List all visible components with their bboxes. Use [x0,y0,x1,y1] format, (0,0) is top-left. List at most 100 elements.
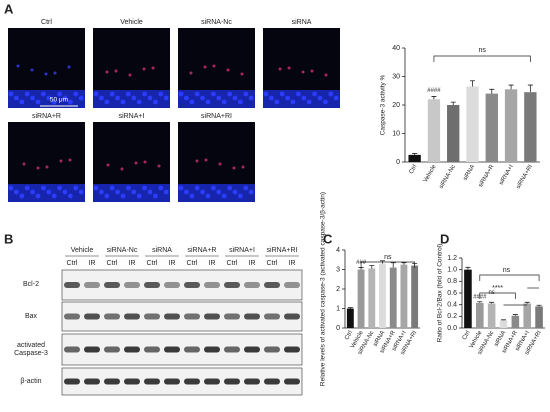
blot-group: siRNA-Nc [107,247,138,254]
band [164,313,180,320]
nucleus [8,91,14,97]
nucleus [51,193,57,199]
nucleus [205,99,211,105]
nucleus [301,95,307,101]
nucleus [35,193,41,199]
error-bar [489,88,495,94]
nucleus [184,95,189,101]
blot-row-label: activated Caspase-3 [14,341,48,357]
blot-strip [61,301,303,332]
bar [487,303,496,328]
bracket [479,292,516,299]
nucleus [221,99,227,105]
band [184,313,200,320]
nucleus [131,95,137,101]
nucleus [238,193,243,199]
nucleus [8,185,14,191]
blot-condition: IR [289,260,296,267]
signal [68,158,72,162]
band [184,282,200,288]
nucleus [104,99,110,105]
band [224,378,240,385]
nucleus [189,193,195,199]
nucleus [317,95,323,101]
band [244,378,260,385]
band [64,313,80,320]
panel-letter: C [323,231,333,246]
bar [357,269,365,328]
signal [120,167,124,171]
nucleus [211,185,216,191]
band [224,313,240,320]
nucleus [290,99,296,105]
band [64,346,80,353]
nucleus [136,193,142,199]
band [224,346,240,353]
annotation: #### [427,88,441,94]
signal [105,70,109,74]
y-tick-label: 0.4 [447,302,457,309]
nucleus [163,95,169,101]
nucleus [104,193,110,199]
band [164,346,180,353]
blot-condition: IR [129,260,136,267]
error-bar [470,80,475,87]
nucleus [147,189,153,195]
y-tick-label: 1 [336,305,340,312]
nucleus [216,95,222,101]
nucleus [184,189,189,195]
y-axis-label: Ratio of Bcl-2/Bax (fold of Control) [437,244,444,343]
nucleus [189,99,195,105]
nucleus [227,91,233,97]
nucleus [57,91,62,97]
y-tick-label: 2 [336,286,340,293]
bar [389,267,397,328]
signal [128,73,132,77]
blot-row-label: Bcl-2 [23,281,39,288]
band [164,282,180,288]
image-label: siRNA+I [119,113,145,120]
y-tick-label: 0.2 [447,313,457,320]
image-label: siRNA+R [32,113,61,120]
nucleus [211,91,216,97]
signal [189,71,193,75]
nucleus [30,95,35,101]
signal [30,68,34,72]
nucleus [46,95,52,101]
nucleus [35,99,41,105]
blot-group: Vehicle [71,247,94,254]
blot-row-label: β-actin [20,377,42,385]
band [204,346,220,353]
nucleus [136,99,142,105]
error-bar [524,301,530,304]
band [124,346,140,353]
nucleus [333,95,339,101]
nuclei-layer [8,184,85,202]
signal [16,64,20,68]
nucleus [178,91,184,97]
y-tick-label: 4 [336,247,340,254]
nucleus [41,185,46,191]
nucleus [120,193,126,199]
image-label: siRNA-Nc [201,19,232,26]
nucleus [131,189,137,195]
blot-row-label: Bax [24,312,38,320]
band [264,313,280,320]
signal [310,69,314,73]
error-bar [501,319,506,321]
nuclei-layer [263,90,340,108]
nucleus [57,185,62,191]
nucleus [68,99,73,105]
y-axis-label: Relative levels of activated caspase-3 (… [320,192,327,386]
band [104,378,120,385]
y-tick-label: 0 [336,325,340,332]
band [64,282,80,288]
nucleus [78,95,84,101]
error-bar [412,153,418,155]
nucleus [194,91,200,97]
error-bar [390,262,396,268]
signal [114,69,118,73]
nucleus [158,185,164,191]
signal [287,66,291,70]
nucleus [73,185,79,191]
